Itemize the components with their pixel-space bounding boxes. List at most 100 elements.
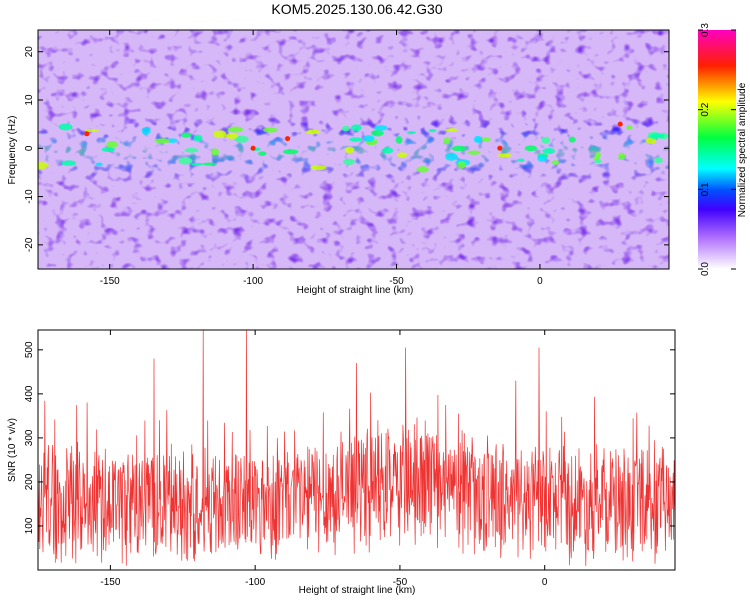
heatmap-hotspot bbox=[406, 131, 416, 135]
heatmap-signal-band bbox=[38, 112, 669, 184]
colorbar-tick-label: 0.2 bbox=[700, 102, 711, 116]
heatmap-hotspot bbox=[193, 134, 203, 142]
bottom-x-tick-label: -100 bbox=[245, 577, 265, 588]
bottom-y-tick-label: 500 bbox=[24, 341, 35, 358]
heatmap-hotspot bbox=[654, 157, 663, 164]
bottom-x-tick-label: 0 bbox=[542, 577, 548, 588]
heatmap-hotspot bbox=[542, 147, 555, 155]
heatmap-hotspot bbox=[524, 145, 538, 152]
top-y-tick-label: 0 bbox=[24, 145, 35, 151]
bottom-y-tick-label: 400 bbox=[24, 385, 35, 402]
heatmap-hotspot bbox=[227, 126, 244, 133]
heatmap-hotspot bbox=[154, 138, 170, 144]
heatmap-hotspot bbox=[568, 136, 576, 143]
heatmap-hotspot bbox=[213, 130, 227, 139]
top-x-axis-label: Height of straight line (km) bbox=[297, 285, 414, 296]
heatmap-hotspot bbox=[537, 154, 547, 162]
heatmap-hotspot bbox=[106, 141, 118, 148]
colorbar-tick-label: 0.1 bbox=[700, 182, 711, 196]
heatmap-hotspot bbox=[202, 162, 217, 166]
top-y-axis-label: Frequency (Hz) bbox=[7, 116, 18, 185]
heatmap-hotspot bbox=[306, 129, 321, 135]
colorbar-tick-label: 0.0 bbox=[700, 262, 711, 276]
heatmap-hotspot bbox=[184, 148, 199, 153]
heatmap-hotspot bbox=[457, 160, 466, 169]
snr-panel: -150 -100 -50 0 100 200 300 400 500 Height of st… bbox=[7, 329, 676, 596]
heatmap-hotspot bbox=[210, 148, 220, 156]
heatmap-hotspot bbox=[467, 150, 481, 155]
heatmap-hotspot bbox=[626, 125, 633, 131]
heatmap-peak bbox=[285, 136, 291, 142]
top-y-tick-label: -20 bbox=[24, 237, 35, 252]
heatmap-hotspots bbox=[38, 121, 669, 173]
heatmap-hotspot bbox=[167, 138, 178, 143]
heatmap-hotspot bbox=[225, 132, 238, 140]
top-x-tick-label: -150 bbox=[100, 276, 120, 287]
snr-series-line bbox=[38, 330, 675, 566]
heatmap-peak bbox=[250, 145, 256, 151]
heatmap-hotspot bbox=[481, 137, 492, 142]
heatmap-hotspot bbox=[541, 136, 551, 144]
top-x-tick-label: 0 bbox=[537, 276, 543, 287]
heatmap-hotspot bbox=[428, 129, 437, 133]
heatmap-hotspot bbox=[594, 159, 602, 164]
heatmap-hotspot bbox=[445, 128, 459, 132]
heatmap-hotspot bbox=[445, 152, 458, 161]
heatmap-hotspot bbox=[38, 162, 49, 170]
heatmap-peak bbox=[84, 131, 90, 137]
heatmap-hotspot bbox=[263, 127, 278, 133]
heatmap-hotspot bbox=[551, 160, 560, 165]
heatmap-hotspot bbox=[374, 125, 388, 131]
heatmap-hotspot bbox=[650, 133, 665, 139]
heatmap-hotspot bbox=[363, 135, 375, 142]
heatmap-hotspot bbox=[181, 132, 192, 138]
colorbar-label: Normalized spectral amplitude bbox=[737, 82, 748, 217]
page-title: KOM5.2025.130.06.42.G30 bbox=[271, 1, 443, 17]
heatmap-hotspot bbox=[451, 145, 467, 152]
bottom-y-tick-label: 100 bbox=[24, 517, 35, 534]
bottom-y-axis-label: SNR (10 * v/v) bbox=[7, 418, 18, 482]
heatmap-hotspot bbox=[341, 125, 350, 132]
heatmap-hotspot bbox=[395, 136, 403, 144]
top-x-tick-label: -50 bbox=[389, 276, 404, 287]
heatmap-hotspot bbox=[443, 137, 451, 145]
top-y-tick-label: 20 bbox=[24, 46, 35, 58]
bottom-x-tick-label: -50 bbox=[393, 577, 408, 588]
bottom-x-tick-label: -150 bbox=[100, 577, 120, 588]
heatmap-hotspot bbox=[473, 135, 482, 144]
heatmap-peak bbox=[497, 145, 503, 151]
bottom-x-axis-label: Height of straight line (km) bbox=[299, 585, 416, 596]
colorbar-tick-label: 0.3 bbox=[700, 23, 711, 37]
heatmap-hotspot bbox=[58, 123, 73, 131]
heatmap-hotspot bbox=[343, 158, 355, 165]
top-y-tick-label: -10 bbox=[24, 189, 35, 204]
heatmap-hotspot bbox=[371, 129, 384, 137]
heatmap-hotspot bbox=[282, 149, 299, 155]
heatmap-hotspot bbox=[141, 127, 151, 135]
heatmap-hotspot bbox=[178, 157, 193, 165]
heatmap-hotspot bbox=[101, 147, 115, 152]
heatmap-hotspot bbox=[234, 135, 249, 143]
top-y-tick-label: 10 bbox=[24, 94, 35, 106]
heatmap-hotspot bbox=[382, 147, 394, 154]
heatmap-hotspot bbox=[85, 128, 99, 133]
heatmap-hotspot bbox=[344, 146, 355, 154]
heatmap-peak bbox=[617, 121, 623, 127]
heatmap-hotspot bbox=[416, 166, 429, 173]
bottom-y-tick-label: 300 bbox=[24, 429, 35, 446]
heatmap-hotspot bbox=[95, 162, 103, 167]
heatmap-hotspot bbox=[351, 124, 362, 132]
heatmap-hotspot bbox=[61, 160, 77, 166]
heatmap-hotspot bbox=[396, 152, 408, 158]
colorbar: 0.0 0.1 0.2 0.3 Normalized spectral amplitu… bbox=[698, 23, 748, 276]
heatmap-hotspot bbox=[258, 151, 267, 156]
heatmap-hotspot bbox=[310, 165, 327, 171]
heatmap-hotspot bbox=[497, 153, 512, 158]
bottom-y-tick-label: 200 bbox=[24, 473, 35, 490]
heatmap-hotspot bbox=[516, 158, 525, 162]
heatmap-hotspot bbox=[349, 137, 363, 142]
heatmap-hotspot bbox=[618, 152, 626, 161]
heatmap-hotspot bbox=[190, 162, 204, 166]
